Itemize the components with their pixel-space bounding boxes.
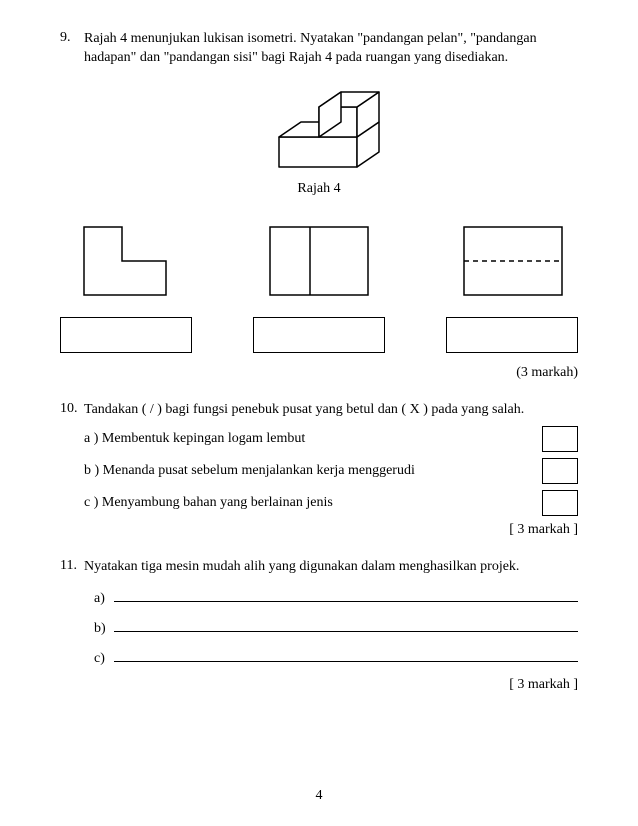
q11-c-label: c) [94,651,114,667]
q11-blank-a: a) [94,587,578,607]
view-two-panel [254,215,384,301]
q11-number: 11. [60,558,84,574]
q10-c-label: c ) Menyambung bahan yang berlainan jeni… [84,495,530,511]
answer-box-2[interactable] [253,317,385,353]
q11-b-label: b) [94,621,114,637]
figure-caption: Rajah 4 [60,181,578,197]
q10-item-b: b ) Menanda pusat sebelum menjalankan ke… [84,458,578,484]
q10-intro: Tandakan ( / ) bagi fungsi penebuk pusat… [84,401,578,420]
answer-boxes-row [60,317,578,353]
question-9: 9. Rajah 4 menunjukan lukisan isometri. … [60,30,578,381]
answer-box-1[interactable] [60,317,192,353]
page-number: 4 [0,788,638,804]
q11-b-line[interactable] [114,617,578,632]
q11-blank-b: b) [94,617,578,637]
q11-intro: Nyatakan tiga mesin mudah alih yang digu… [84,558,578,577]
q10-marks: [ 3 markah ] [60,522,578,538]
q11-a-line[interactable] [114,587,578,602]
isometric-svg [249,82,389,172]
question-10: 10. Tandakan ( / ) bagi fungsi penebuk p… [60,401,578,538]
q10-number: 10. [60,401,84,417]
answer-box-3[interactable] [446,317,578,353]
q9-text-line1: Rajah 4 menunjukan lukisan isometri. Nya… [84,31,537,46]
view-dashed-rect [448,215,578,301]
isometric-figure [249,82,389,177]
q9-number: 9. [60,30,84,46]
q9-marks: (3 markah) [60,365,578,381]
view-l-shape [60,215,190,301]
q10-c-checkbox[interactable] [542,490,578,516]
q11-a-label: a) [94,591,114,607]
q10-item-a: a ) Membentuk kepingan logam lembut [84,426,578,452]
q9-text: Rajah 4 menunjukan lukisan isometri. Nya… [84,30,578,68]
question-11: 11. Nyatakan tiga mesin mudah alih yang … [60,558,578,693]
views-row [60,215,578,301]
q10-b-checkbox[interactable] [542,458,578,484]
worksheet-page: 9. Rajah 4 menunjukan lukisan isometri. … [0,0,638,826]
q9-text-line2: hadapan" dan "pandangan sisi" bagi Rajah… [84,50,508,65]
q11-blank-c: c) [94,647,578,667]
q11-c-line[interactable] [114,647,578,662]
q10-a-label: a ) Membentuk kepingan logam lembut [84,431,530,447]
q10-a-checkbox[interactable] [542,426,578,452]
q10-item-c: c ) Menyambung bahan yang berlainan jeni… [84,490,578,516]
q10-b-label: b ) Menanda pusat sebelum menjalankan ke… [84,463,530,479]
q11-marks: [ 3 markah ] [60,677,578,693]
